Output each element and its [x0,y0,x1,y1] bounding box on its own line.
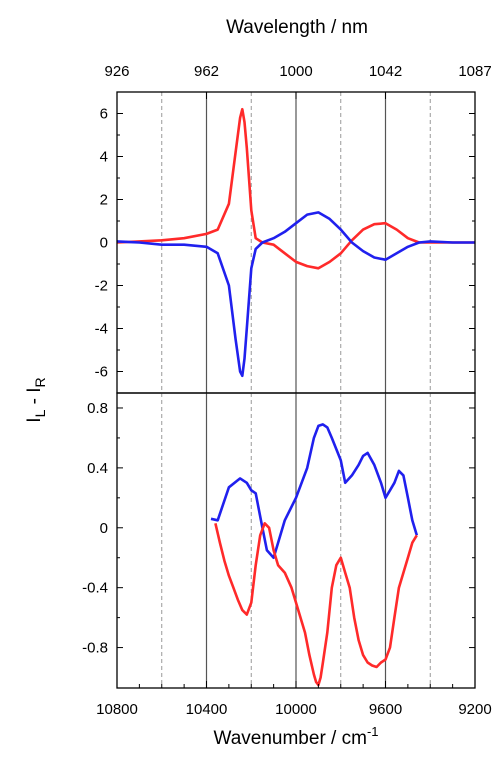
panel-bottom: 0.8 0.4 0 -0.4 -0.8 10800 10400 10000 9600 9200 [82,392,492,718]
x-tick-label: 10400 [186,701,228,718]
y-tick-label: 4 [100,149,108,166]
y-tick-label: 0 [100,520,108,537]
series-line-1 [210,423,419,559]
x-axis-title: Wavenumber / cm-1 [213,724,378,749]
top-tick-label: 962 [194,63,219,80]
y-tick-label: 6 [100,106,108,123]
top-axis-title: Wavelength / nm [226,17,368,38]
top-tick-label: 1042 [369,63,402,80]
top-tick-label: 926 [104,63,129,80]
x-axis-title-main: Wavenumber / cm [213,728,366,749]
x-tick-label: 10800 [96,701,138,718]
y-tick-label: 2 [100,192,108,209]
y-tick-label: -0.8 [82,640,108,657]
series-line-1 [116,107,475,270]
plot-panels: 6 4 2 0 -2 -4 -6 926 962 1000 1042 1087 0.8 0.4 0 -0.4 -… [82,63,492,718]
y-axis-title-sub-r: R [32,377,48,387]
y-axis-title-separator: - I [24,387,45,409]
panel-top: 6 4 2 0 -2 -4 -6 926 962 1000 1042 1087 [95,63,492,394]
x-tick-label: 10000 [275,701,317,718]
series-line-2 [116,211,475,378]
y-tick-label: -6 [95,364,108,381]
y-tick-label: 0.8 [87,400,108,417]
y-axis-title-sub-l: L [32,409,48,417]
series-line-2 [214,522,418,687]
y-tick-label: -4 [95,321,108,338]
y-tick-label: 0 [100,235,108,252]
y-axis-title-main: I [24,417,45,422]
top-tick-label: 1087 [458,63,491,80]
y-axis-title: IL - IR [24,377,48,422]
x-axis-title-superscript: -1 [367,724,379,739]
y-tick-label: 0.4 [87,460,108,477]
x-tick-label: 9600 [369,701,402,718]
y-tick-label: -2 [95,278,108,295]
top-tick-label: 1000 [279,63,312,80]
x-tick-label: 9200 [458,701,491,718]
y-tick-label: -0.4 [82,580,108,597]
